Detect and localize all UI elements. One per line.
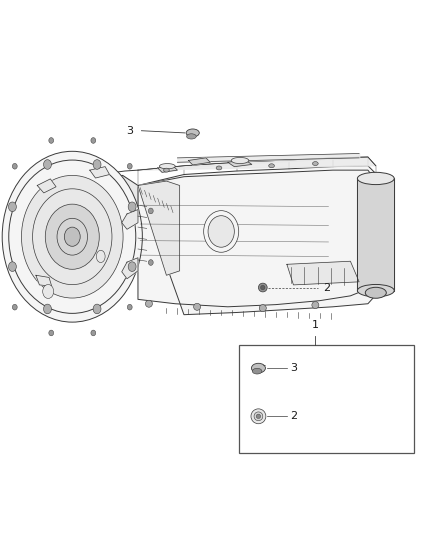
Ellipse shape xyxy=(8,262,16,271)
Ellipse shape xyxy=(64,227,80,246)
Text: 1: 1 xyxy=(312,320,319,330)
Circle shape xyxy=(256,414,261,418)
Ellipse shape xyxy=(365,287,386,298)
Ellipse shape xyxy=(163,168,169,172)
Ellipse shape xyxy=(186,129,199,137)
Ellipse shape xyxy=(127,304,132,310)
Ellipse shape xyxy=(49,330,53,336)
Polygon shape xyxy=(357,179,394,290)
Circle shape xyxy=(254,412,263,421)
Text: 3: 3 xyxy=(290,363,297,373)
Ellipse shape xyxy=(204,211,239,252)
Ellipse shape xyxy=(313,161,318,166)
Ellipse shape xyxy=(91,330,96,336)
Ellipse shape xyxy=(9,160,136,313)
Ellipse shape xyxy=(357,285,394,297)
Circle shape xyxy=(259,304,266,312)
Polygon shape xyxy=(138,181,180,275)
Ellipse shape xyxy=(12,304,17,310)
Ellipse shape xyxy=(128,202,136,212)
Bar xyxy=(239,345,414,453)
Polygon shape xyxy=(158,166,177,172)
Ellipse shape xyxy=(96,251,105,263)
Ellipse shape xyxy=(208,216,234,247)
Ellipse shape xyxy=(43,160,51,169)
Ellipse shape xyxy=(148,260,153,265)
Circle shape xyxy=(261,285,265,290)
Ellipse shape xyxy=(43,285,54,298)
Circle shape xyxy=(145,300,152,307)
Ellipse shape xyxy=(32,189,112,285)
Text: 2: 2 xyxy=(290,411,297,421)
Circle shape xyxy=(312,302,319,309)
Ellipse shape xyxy=(2,151,142,322)
Ellipse shape xyxy=(159,164,175,169)
Ellipse shape xyxy=(128,262,136,271)
Ellipse shape xyxy=(57,219,88,255)
Polygon shape xyxy=(188,158,210,165)
Ellipse shape xyxy=(216,166,222,170)
Polygon shape xyxy=(90,167,110,178)
Ellipse shape xyxy=(21,175,123,298)
Ellipse shape xyxy=(93,160,101,169)
Ellipse shape xyxy=(8,202,16,212)
Ellipse shape xyxy=(231,157,249,164)
Polygon shape xyxy=(122,209,138,229)
Polygon shape xyxy=(138,166,376,314)
Ellipse shape xyxy=(127,164,132,169)
Polygon shape xyxy=(36,275,52,286)
Polygon shape xyxy=(138,157,376,170)
Ellipse shape xyxy=(251,364,265,373)
Ellipse shape xyxy=(45,204,99,269)
Ellipse shape xyxy=(49,138,53,143)
Polygon shape xyxy=(228,160,252,167)
Polygon shape xyxy=(138,157,368,170)
Polygon shape xyxy=(37,179,56,193)
Text: 2: 2 xyxy=(323,282,330,293)
Ellipse shape xyxy=(43,304,51,314)
Circle shape xyxy=(258,283,267,292)
Polygon shape xyxy=(138,170,374,307)
Ellipse shape xyxy=(93,304,101,314)
Ellipse shape xyxy=(187,134,196,139)
Circle shape xyxy=(251,409,266,424)
Ellipse shape xyxy=(12,164,17,169)
Ellipse shape xyxy=(252,368,262,374)
Ellipse shape xyxy=(357,172,394,184)
Polygon shape xyxy=(94,175,138,278)
Ellipse shape xyxy=(269,164,274,168)
Circle shape xyxy=(194,303,201,310)
Ellipse shape xyxy=(91,138,96,143)
Ellipse shape xyxy=(148,208,153,214)
Polygon shape xyxy=(287,261,359,285)
Polygon shape xyxy=(122,258,138,279)
Text: 3: 3 xyxy=(126,126,133,136)
